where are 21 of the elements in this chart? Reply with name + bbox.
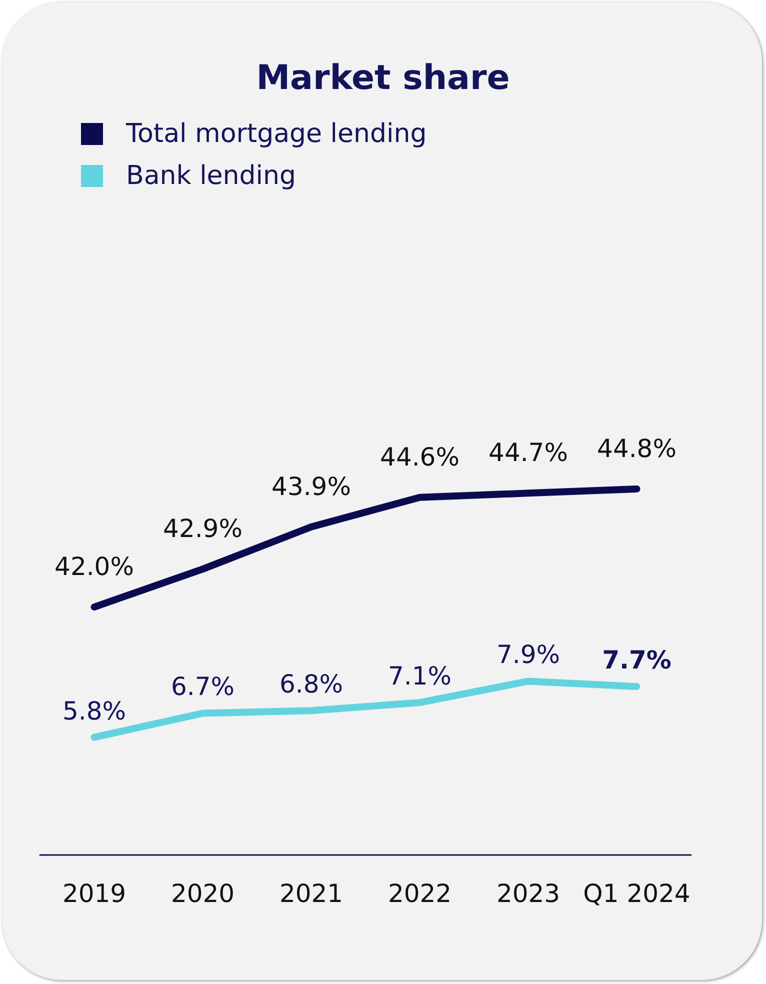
x-tick-label: 2020 — [170, 879, 235, 908]
x-tick-label: Q1 2024 — [583, 879, 690, 908]
data-label: 7.7% — [602, 646, 672, 675]
data-label: 44.7% — [488, 438, 568, 468]
data-label: 5.8% — [62, 696, 126, 726]
x-tick-label: 2022 — [388, 879, 452, 908]
x-tick-label: 2023 — [496, 879, 560, 908]
data-label: 44.8% — [597, 434, 676, 463]
legend-label: Bank lending — [126, 161, 296, 191]
chart-title: Market share — [256, 58, 510, 98]
data-label: 43.9% — [272, 472, 351, 501]
data-label: 7.1% — [388, 662, 452, 691]
data-label: 42.9% — [163, 514, 242, 544]
data-label: 7.9% — [496, 640, 560, 670]
data-label: 44.6% — [380, 442, 460, 472]
data-label: 6.7% — [170, 672, 235, 702]
x-tick-label: 2021 — [279, 879, 344, 908]
x-tick-label: 2019 — [62, 879, 126, 908]
data-label: 6.8% — [279, 670, 344, 699]
legend-label: Total mortgage lending — [125, 119, 427, 149]
data-label: 42.0% — [54, 552, 134, 582]
